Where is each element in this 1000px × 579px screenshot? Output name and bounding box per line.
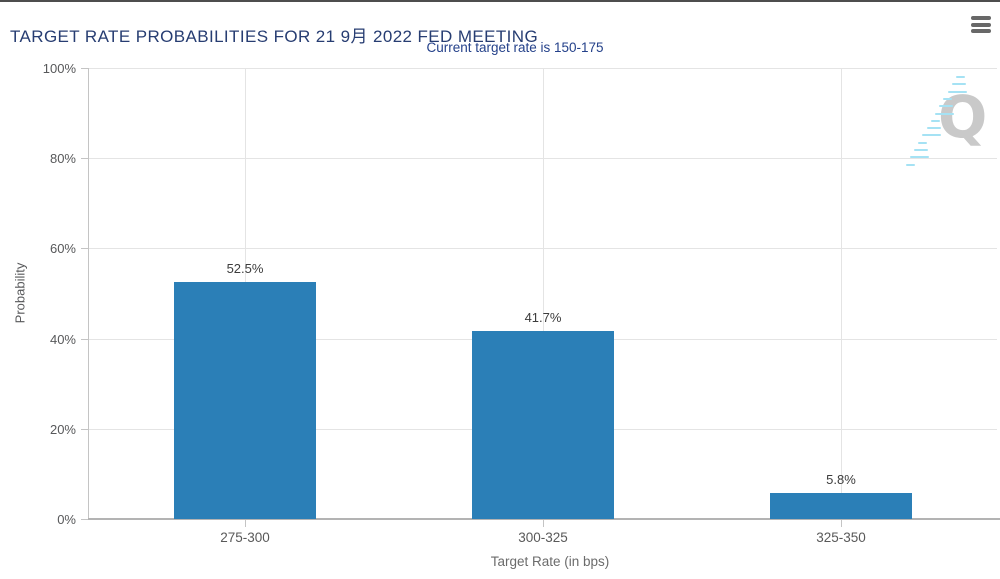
watermark-dash	[905, 163, 915, 166]
hamburger-icon	[971, 29, 991, 33]
y-axis-title: Probability	[12, 262, 28, 324]
x-category-label: 275-300	[220, 530, 270, 545]
bar-value-label: 5.8%	[826, 471, 856, 487]
watermark-dash	[914, 149, 928, 151]
y-tick-label: 40%	[49, 331, 76, 347]
bar-325-350	[770, 492, 912, 519]
watermark-dash	[947, 90, 967, 93]
y-gridline	[88, 68, 997, 69]
y-tick-label: 80%	[49, 151, 76, 167]
bar-300-325	[472, 330, 614, 519]
y-gridline	[88, 158, 997, 160]
y-tick-mark	[81, 158, 88, 160]
hamburger-menu-button[interactable]	[971, 16, 992, 36]
hamburger-icon	[971, 16, 991, 20]
watermark-dash	[926, 127, 941, 130]
watermark-dash	[943, 97, 953, 100]
y-axis-line	[88, 68, 89, 519]
y-tick-mark	[81, 68, 88, 69]
x-axis-title: Target Rate (in bps)	[490, 554, 610, 569]
x-gridline	[543, 68, 544, 519]
x-axis-line	[88, 518, 1000, 520]
x-tick-mark	[245, 519, 246, 527]
bar-275-300	[174, 282, 316, 519]
bar-value-label: 52.5%	[226, 261, 264, 277]
watermark-dash	[935, 112, 954, 115]
y-tick-label: 0%	[57, 512, 76, 527]
y-tick-mark	[81, 248, 88, 250]
hamburger-icon	[971, 22, 991, 27]
watermark-dash	[909, 156, 929, 159]
x-tick-mark	[841, 519, 842, 527]
watermark-dash	[922, 134, 942, 137]
watermark-dash	[930, 119, 940, 122]
y-tick-mark	[81, 519, 88, 520]
watermark-q-logo: Q	[938, 83, 988, 151]
quikstrike-watermark: Q	[890, 70, 1000, 175]
y-tick-label: 20%	[49, 421, 76, 437]
chart-subtitle: Current target rate is 150-175	[426, 40, 604, 55]
x-category-label: 300-325	[518, 530, 568, 545]
watermark-dash	[918, 141, 928, 144]
watermark-dash	[951, 83, 966, 86]
x-category-label: 325-350	[816, 530, 866, 545]
y-tick-mark	[81, 428, 88, 430]
page-title: TARGET RATE PROBABILITIES FOR 21 9月 2022…	[10, 27, 539, 47]
x-gridline	[841, 68, 842, 519]
x-tick-mark	[543, 519, 544, 527]
y-tick-label: 100%	[42, 61, 76, 76]
watermark-dash	[939, 105, 954, 108]
watermark-dash	[956, 76, 965, 78]
y-tick-mark	[81, 338, 88, 340]
y-gridline	[88, 248, 997, 250]
bar-value-label: 41.7%	[524, 309, 562, 325]
top-border	[0, 0, 1000, 2]
y-tick-label: 60%	[49, 241, 76, 257]
